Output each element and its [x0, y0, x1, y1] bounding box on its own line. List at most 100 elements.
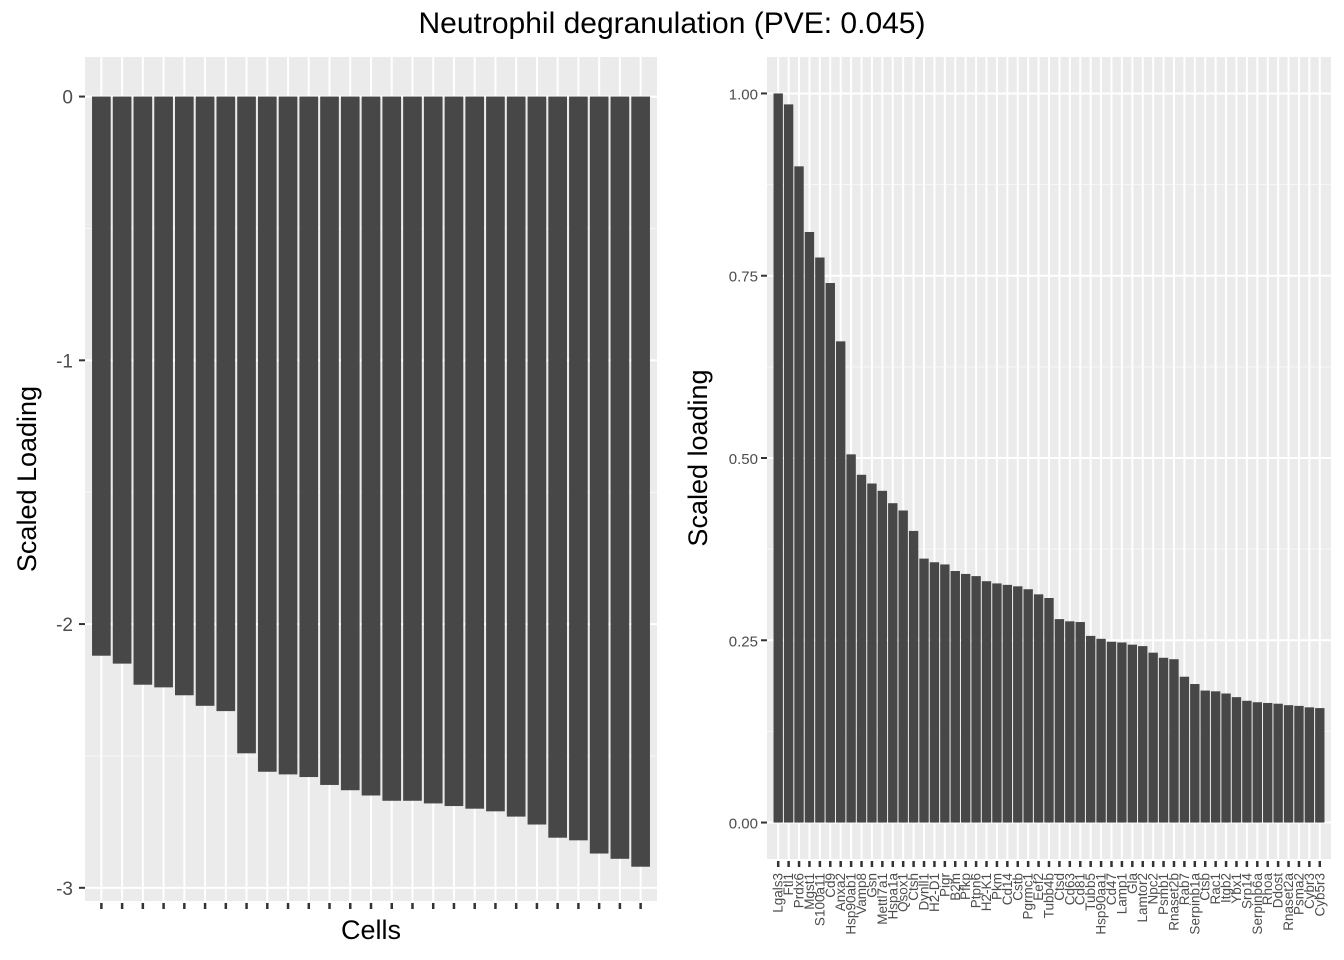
right-bar [940, 564, 950, 823]
left-bar [299, 96, 319, 778]
right-bar [1231, 697, 1242, 823]
right-x-tick-label: Hsp90ab1 [844, 873, 859, 935]
right-x-tick-label: Cd63 [1062, 873, 1077, 905]
right-y-tick-label: 0.25 [729, 633, 758, 650]
right-x-tick-label: Tubb5 [1083, 873, 1098, 911]
right-panel-gene-loading: Lgals3Ftl1Prdx6Mgst1S100a11Cd9Anxa2Hsp90… [683, 57, 1331, 935]
right-x-tick-label: Cybr3 [1302, 873, 1317, 909]
right-x-tick-label: Npc2 [1146, 873, 1161, 905]
left-bar [382, 96, 402, 801]
right-x-tick-label: Prdx6 [792, 873, 807, 908]
right-x-tick-label: Lgals3 [771, 873, 786, 913]
right-bar [950, 571, 960, 823]
right-bar [846, 454, 856, 823]
left-bar [589, 96, 609, 854]
right-bar [1273, 703, 1283, 823]
right-bar [856, 474, 867, 823]
right-x-tick-label: Lamtor2 [1135, 873, 1150, 923]
right-bar [1283, 705, 1294, 823]
right-x-tick-label: Lamp1 [1114, 873, 1129, 914]
right-bar [1065, 621, 1075, 823]
left-bar [216, 96, 236, 712]
right-bar [1148, 652, 1158, 823]
right-bar [1044, 597, 1054, 823]
right-bar [794, 166, 804, 823]
right-x-tick-label: Rnaset2a [1281, 873, 1296, 931]
right-x-tick-label: Mgst1 [802, 873, 817, 910]
right-bar [929, 562, 940, 823]
right-x-tick-label: Rhoa [1260, 873, 1275, 906]
right-x-tick-label: Cd47 [1104, 873, 1119, 905]
right-y-tick-label: 1.00 [729, 86, 758, 103]
left-bar [320, 96, 339, 785]
left-bar [340, 96, 360, 791]
right-bar [1263, 702, 1273, 823]
right-bar [1002, 584, 1013, 823]
right-bar [1013, 586, 1023, 823]
right-bar [960, 573, 971, 823]
right-y-tick-label: 0.00 [729, 816, 758, 833]
right-x-tick-label: Ctsd [1052, 873, 1067, 901]
right-bar [1221, 693, 1231, 823]
left-y-tick-label: -1 [56, 351, 73, 372]
right-x-tick-label: Qsox1 [896, 873, 911, 912]
right-bar [1096, 638, 1106, 823]
right-bar [1210, 691, 1221, 823]
right-bar [815, 257, 825, 823]
right-x-tick-label: Ctsb [1198, 873, 1213, 901]
right-bar [1085, 635, 1096, 823]
right-bar [1106, 641, 1117, 823]
right-x-tick-label: Ftl1 [781, 873, 796, 896]
left-bar [506, 96, 526, 817]
right-x-tick-label: Vamp8 [854, 873, 869, 915]
right-bar [867, 483, 877, 823]
right-bar [773, 93, 783, 823]
left-bar [257, 96, 277, 772]
left-bar [548, 96, 567, 838]
right-bar [908, 530, 919, 823]
right-bar [898, 510, 908, 823]
right-x-tick-label: Dynll1 [917, 873, 932, 911]
right-x-tick-label: Ptpn6 [969, 873, 984, 908]
right-x-tick-label: Cyb5r3 [1312, 873, 1327, 917]
right-bar [804, 231, 815, 823]
left-x-axis-title: Cells [341, 915, 401, 945]
right-x-tick-label: Srp14 [1239, 873, 1254, 910]
right-x-tick-label: Gsn [864, 873, 879, 898]
left-bar [133, 96, 153, 685]
left-y-tick-label: -3 [56, 879, 73, 900]
right-x-tick-label: Pfkp [958, 873, 973, 900]
right-bar [1304, 707, 1315, 823]
right-bar [888, 503, 898, 823]
right-x-tick-label: Cstb [1010, 873, 1025, 901]
right-x-tick-label: Rnaset2b [1166, 873, 1181, 931]
left-bar [610, 96, 630, 859]
left-panel-cells-loading: 0 -1 -2 -3 Cells Scaled Loading [12, 57, 657, 945]
chart-title: Neutrophil degranulation (PVE: 0.045) [419, 7, 926, 40]
right-x-tick-label: Itgb2 [1219, 873, 1234, 903]
left-bar [278, 96, 298, 775]
left-bar [486, 96, 505, 812]
right-x-tick-label: Serpinb1a [1187, 873, 1202, 935]
right-x-tick-label: Serpinb6a [1250, 873, 1265, 935]
right-bar [836, 341, 846, 823]
right-bar [1138, 646, 1148, 823]
right-bar [1242, 700, 1252, 823]
right-bar [1315, 708, 1325, 823]
right-bar [1033, 594, 1044, 823]
right-bar [919, 558, 929, 823]
left-bar [361, 96, 381, 796]
left-y-axis-title: Scaled Loading [12, 386, 42, 572]
right-x-tick-label: Hspa1a [885, 873, 900, 920]
left-bar [527, 96, 547, 825]
right-bar [1252, 702, 1262, 823]
right-x-tick-label: Psmb1 [1156, 873, 1171, 915]
right-x-tick-label: H2-D1 [927, 873, 942, 912]
right-x-tick-label: Cd81 [1073, 873, 1088, 905]
right-bar [992, 583, 1002, 823]
left-bar [195, 96, 215, 706]
right-x-tick-label: Pigr [937, 873, 952, 898]
right-x-tick-label: Gla [1125, 873, 1140, 895]
right-bar [1179, 676, 1190, 823]
